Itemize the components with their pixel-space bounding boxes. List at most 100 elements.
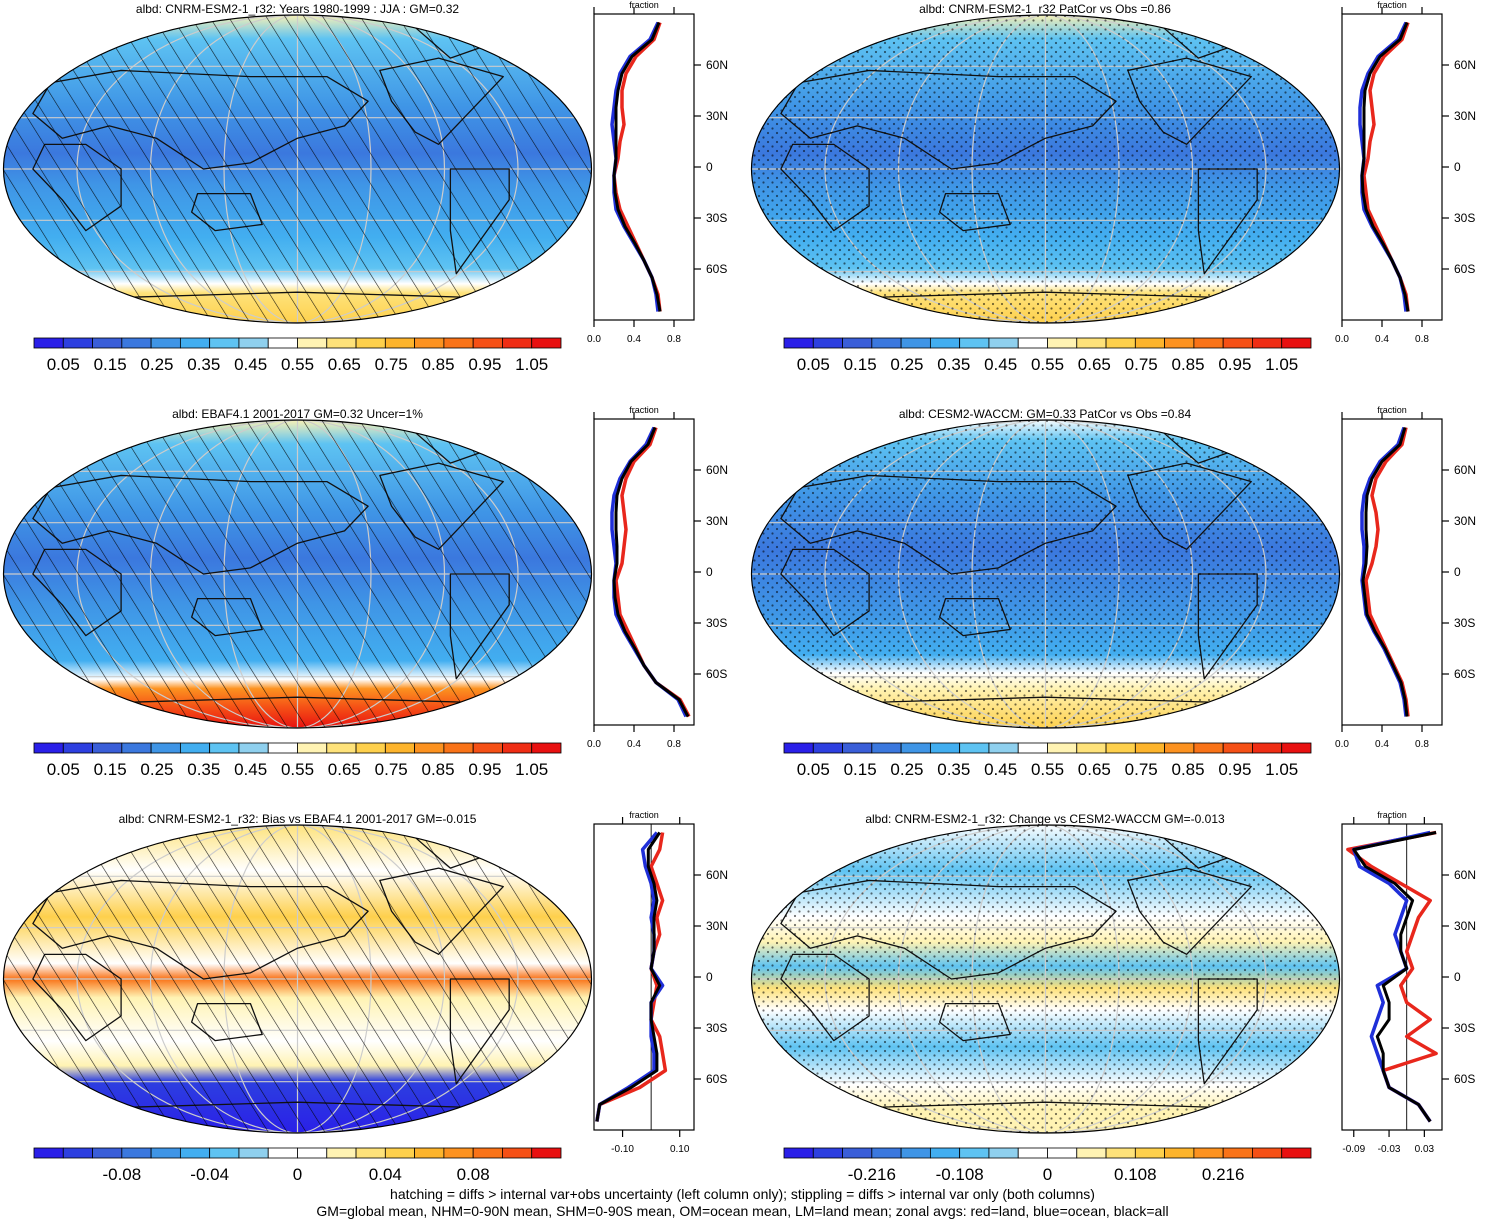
colorbar-label: 0: [293, 1165, 302, 1184]
colorbar-label: -0.04: [190, 1165, 229, 1184]
map-border: [750, 14, 1341, 324]
x-tick-label: 0.8: [1415, 334, 1429, 345]
zonal-frame: [593, 418, 695, 726]
y-tick-label: 30S: [706, 1021, 727, 1035]
panel-title: albd: EBAF4.1 2001-2017 GM=0.32 Uncer=1%: [172, 407, 423, 421]
colorbar-label: 0: [1043, 1165, 1052, 1184]
colorbar-label: 0.65: [1078, 760, 1111, 779]
x-tick-label: 0.0: [587, 739, 601, 750]
zonal-mean-plot: fraction 0.0 0.4 0.8 60N 30N 0 30S 60S: [587, 0, 728, 345]
y-tick-label: 30N: [706, 109, 728, 123]
colorbar-label: 0.15: [94, 355, 127, 374]
colorbar-swatch: [414, 337, 445, 349]
colorbar-swatch: [414, 742, 445, 754]
x-tick-label: 0.10: [670, 1144, 690, 1155]
colorbar-swatch: [1047, 1147, 1078, 1159]
colorbar-swatch: [812, 1147, 843, 1159]
colorbar-label: 0.35: [937, 355, 970, 374]
colorbar-swatch: [297, 1147, 328, 1159]
y-tick-label: 0: [1454, 565, 1461, 579]
colorbar-label: 0.216: [1202, 1165, 1245, 1184]
colorbar-label: 0.75: [1125, 760, 1158, 779]
colorbar-label: 0.95: [1218, 760, 1251, 779]
colorbar-label: -0.216: [848, 1165, 896, 1184]
colorbar-label: 0.15: [844, 760, 877, 779]
colorbar-swatch: [1252, 742, 1283, 754]
zonal-header: fraction: [1377, 0, 1407, 10]
colorbar-label: 0.05: [47, 355, 80, 374]
x-tick-label: 0.0: [1335, 334, 1349, 345]
colorbar-label: -0.08: [102, 1165, 141, 1184]
colorbar-swatch: [1281, 742, 1312, 754]
colorbar-label: 0.25: [140, 355, 173, 374]
colorbar-label: 0.95: [1218, 355, 1251, 374]
colorbar-swatch: [1281, 337, 1312, 349]
colorbar-label: 0.65: [1078, 355, 1111, 374]
zonal-line-all: [1361, 427, 1409, 717]
colorbar-swatch: [812, 742, 843, 754]
colorbar-label: 0.08: [457, 1165, 490, 1184]
colorbar-label: 0.15: [844, 355, 877, 374]
colorbar-label: 0.05: [797, 760, 830, 779]
zonal-header: fraction: [629, 0, 659, 10]
y-tick-label: 30N: [1454, 109, 1476, 123]
y-tick-label: 30N: [1454, 514, 1476, 528]
colorbar-label: 0.95: [468, 760, 501, 779]
colorbar-label: 1.05: [1265, 355, 1298, 374]
colorbar-swatch: [62, 1147, 93, 1159]
zonal-mean-plot: fraction 0.0 0.4 0.8 60N 30N 0 30S 60S: [587, 405, 728, 750]
colorbar-swatch: [1047, 337, 1078, 349]
colorbar-swatch: [472, 1147, 503, 1159]
y-tick-label: 0: [706, 160, 713, 174]
colorbar-swatch: [384, 1147, 416, 1159]
colorbar-label: 0.55: [1031, 355, 1064, 374]
colorbar-swatch: [842, 337, 873, 349]
colorbar-label: 0.55: [281, 760, 314, 779]
colorbar-label: 0.05: [47, 760, 80, 779]
colorbar-swatch: [150, 337, 181, 349]
x-tick-label: 0.8: [667, 739, 681, 750]
colorbar-label: 0.75: [1125, 355, 1158, 374]
colorbar-swatch: [1017, 337, 1048, 349]
colorbar-swatch: [121, 337, 152, 349]
colorbar-label: 0.25: [890, 760, 923, 779]
colorbar-swatch: [531, 337, 562, 349]
colorbar-swatch: [988, 742, 1019, 754]
colorbar-label: 0.45: [984, 355, 1017, 374]
y-tick-label: 60N: [706, 58, 728, 72]
x-tick-label: 0.0: [587, 334, 601, 345]
colorbar-swatch: [62, 337, 93, 349]
colorbar-label: 0.85: [1171, 355, 1204, 374]
colorbar-swatch: [326, 337, 357, 349]
colorbar-swatch: [812, 337, 843, 349]
x-tick-label: 0.8: [667, 334, 681, 345]
y-tick-label: 0: [706, 970, 713, 984]
map: [2, 824, 593, 1134]
y-tick-label: 60S: [1454, 1072, 1475, 1086]
colorbar-label: 1.05: [1265, 760, 1298, 779]
zonal-frame: [1341, 418, 1443, 726]
y-tick-label: 30S: [1454, 616, 1475, 630]
colorbar-swatch: [1193, 742, 1224, 754]
x-tick-label: 0.4: [1375, 739, 1389, 750]
colorbar-swatch: [929, 337, 961, 349]
colorbar-label: 1.05: [515, 355, 548, 374]
colorbar-label: 0.95: [468, 355, 501, 374]
colorbar-swatch: [355, 742, 386, 754]
zonal-mean-plot: fraction -0.09 -0.03 0.03 60N 30N 0 30S 60S: [1341, 810, 1476, 1155]
hatching-overlay: [3, 15, 592, 323]
colorbar-swatch: [297, 337, 328, 349]
colorbar-swatch: [414, 1147, 445, 1159]
colorbar-swatch: [267, 1147, 298, 1159]
colorbar-swatch: [92, 337, 123, 349]
y-tick-label: 60S: [706, 262, 727, 276]
colorbar-label: 0.25: [890, 355, 923, 374]
y-tick-label: 30N: [706, 514, 728, 528]
colorbar-swatch: [1252, 1147, 1283, 1159]
colorbar-swatch: [1164, 1147, 1195, 1159]
zonal-line-all: [1352, 831, 1437, 1123]
y-tick-label: 0: [706, 565, 713, 579]
colorbar-label: 0.85: [421, 355, 454, 374]
colorbar-swatch: [267, 337, 298, 349]
colorbar: -0.08 -0.04 0 0.04 0.08: [33, 1147, 562, 1184]
